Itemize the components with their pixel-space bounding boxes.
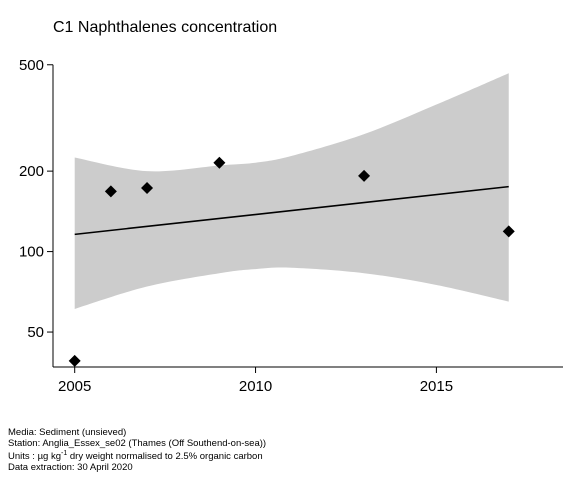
y-tick-label-200: 200 xyxy=(19,163,44,180)
footer-station: Station: Anglia_Essex_se02 (Thames (Off … xyxy=(8,437,267,449)
data-point-2009 xyxy=(213,156,226,169)
y-tick-label-100: 100 xyxy=(19,244,44,261)
footer-media: Media: Sediment (unsieved) xyxy=(8,427,127,438)
y-tick-label-50: 50 xyxy=(27,324,44,341)
footer-extraction: Data extraction: 30 April 2020 xyxy=(8,461,133,473)
x-tick-label-2005: 2005 xyxy=(58,378,91,395)
footer-units-unit: µg kg xyxy=(37,451,61,463)
confidence-band xyxy=(74,73,509,309)
data-point-2013 xyxy=(358,169,371,182)
trend-line-layer xyxy=(74,185,509,236)
footer-units-exponent: -1 xyxy=(61,450,68,458)
x-tick-label-2015: 2015 xyxy=(420,378,453,395)
data-point-2006 xyxy=(104,185,117,198)
axes-layer: 2005 2010 2015 50 100 200 500 xyxy=(19,57,563,395)
confidence-band-layer xyxy=(74,73,509,309)
chart-footer: Media: Sediment (unsieved) Station: Angl… xyxy=(8,427,267,474)
data-point-2017 xyxy=(502,225,515,238)
y-tick-label-500: 500 xyxy=(19,57,44,74)
data-point-2007 xyxy=(141,181,154,194)
data-point-2005 xyxy=(68,354,81,367)
footer-units: Units : µg kg-1 dry weight normalised to… xyxy=(8,449,266,463)
footer-units-prefix: Units : xyxy=(8,451,38,463)
data-points-layer xyxy=(68,156,515,367)
trend-line xyxy=(74,185,509,236)
chart-title: C1 Naphthalenes concentration xyxy=(53,19,278,36)
footer-units-suffix: dry weight normalised to 2.5% organic ca… xyxy=(67,451,263,463)
x-tick-label-2010: 2010 xyxy=(239,378,272,395)
